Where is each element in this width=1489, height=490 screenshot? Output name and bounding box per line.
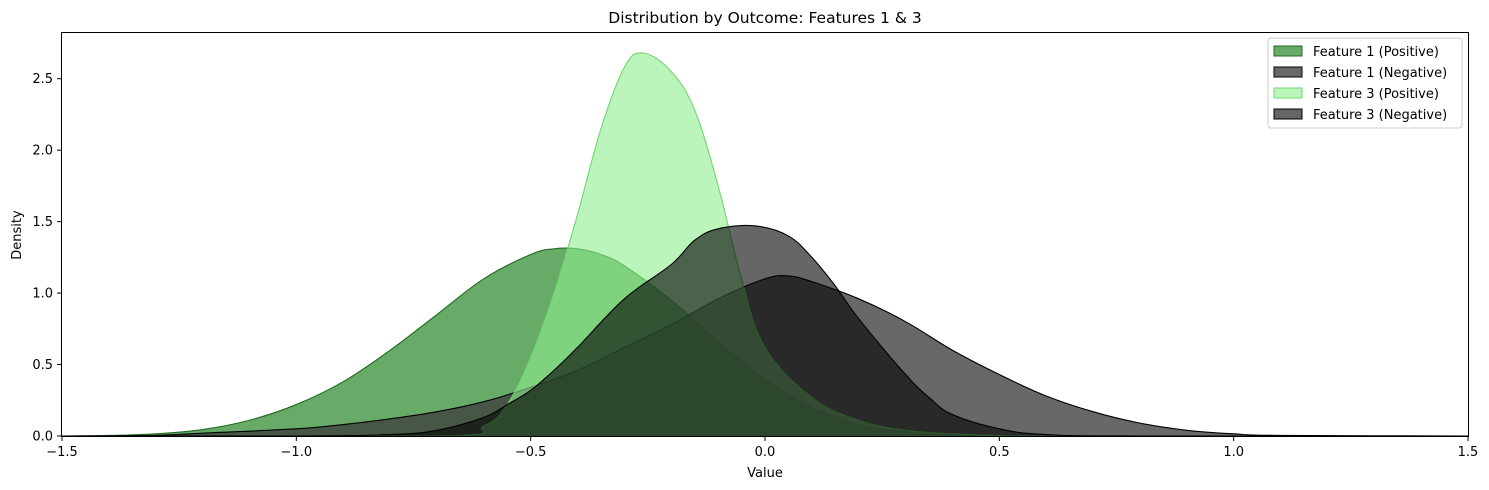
legend-label-feature-1-negative: Feature 1 (Negative) (1313, 66, 1447, 81)
legend-label-feature-3-negative: Feature 3 (Negative) (1313, 108, 1447, 123)
area-feature-3-negative (62, 225, 1468, 436)
y-tick-label: 0.0 (32, 430, 53, 445)
density-areas (61, 52, 1469, 437)
legend-swatch-feature-3-positive (1273, 87, 1303, 99)
legend-label-feature-3-positive: Feature 3 (Positive) (1313, 87, 1439, 102)
legend: Feature 1 (Positive) Feature 1 (Negative)… (1267, 37, 1463, 129)
y-tick-label: 1.0 (32, 287, 53, 302)
legend-label-feature-1-positive: Feature 1 (Positive) (1313, 45, 1439, 60)
y-tick-label: 0.5 (32, 358, 53, 373)
x-tick-label: −0.5 (515, 445, 547, 460)
legend-box (1267, 37, 1463, 129)
y-axis-label: Density (10, 210, 25, 260)
chart-title: Distribution by Outcome: Features 1 & 3 (608, 9, 921, 27)
area-feature-1-positive (62, 248, 1468, 436)
y-tick-label: 2.5 (32, 72, 53, 87)
x-tick-label: 1.0 (1223, 445, 1244, 460)
plot-frame (61, 32, 1469, 437)
axis-ticks: −1.5 −1.0 −0.5 0.0 0.5 1.0 1.5 0.0 0.5 1.0 1.5 2.0 2… (32, 72, 1478, 460)
y-tick-label: 1.5 (32, 215, 53, 230)
legend-swatch-feature-1-positive (1273, 45, 1303, 57)
line-feature-3-negative (62, 224, 1468, 437)
x-tick-label: −1.5 (46, 445, 78, 460)
x-axis-label: Value (747, 466, 783, 481)
legend-swatch-feature-3-negative (1273, 108, 1303, 120)
x-tick-label: 1.5 (1458, 445, 1479, 460)
x-tick-label: 0.5 (989, 445, 1010, 460)
x-tick-label: 0.0 (755, 445, 776, 460)
x-tick-label: −1.0 (281, 445, 313, 460)
legend-swatch-feature-1-negative (1273, 66, 1303, 78)
y-tick-label: 2.0 (32, 144, 53, 159)
